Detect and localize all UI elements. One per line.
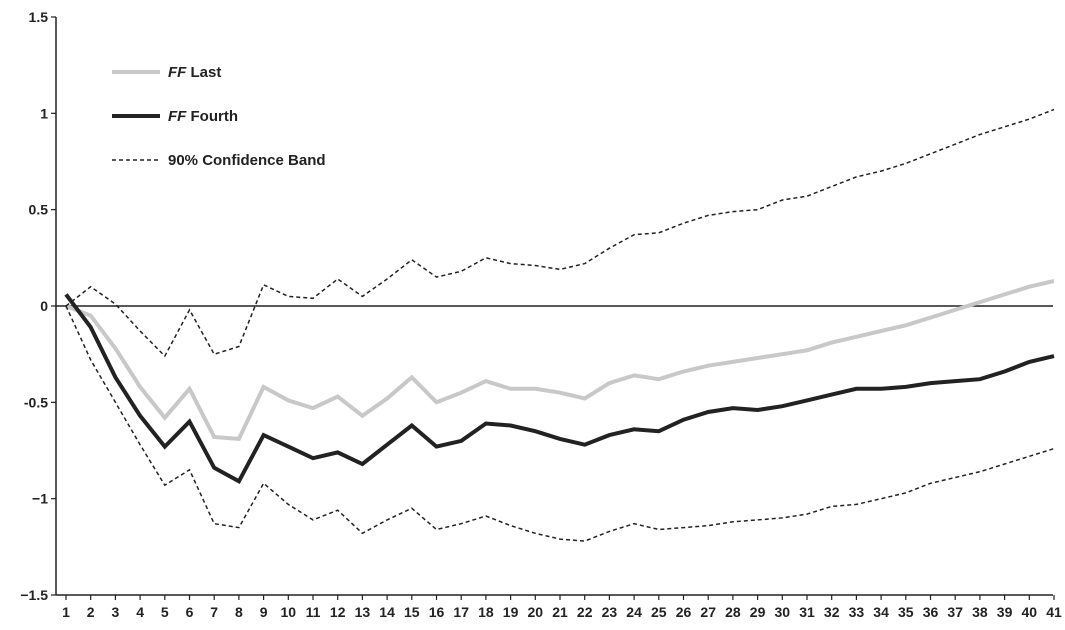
y-tick-label: 1: [40, 105, 48, 121]
y-tick-label: 0: [40, 298, 48, 314]
x-tick-label: 13: [355, 604, 371, 620]
series-line-2: [65, 108, 1055, 358]
x-tick-label: 10: [281, 604, 297, 620]
x-tick-label: 28: [725, 604, 741, 620]
legend-label-suffix: Fourth: [186, 108, 238, 125]
x-tick-label: 33: [849, 604, 865, 620]
x-tick-label: 32: [824, 604, 840, 620]
x-tick-label: 36: [923, 604, 939, 620]
legend-label-0: FF Last: [168, 64, 221, 81]
x-tick-label: 15: [404, 604, 420, 620]
x-tick-label: 3: [112, 604, 120, 620]
y-tick-label: 0.5: [29, 202, 49, 218]
x-tick-label: 39: [997, 604, 1013, 620]
x-tick-label: 26: [676, 604, 692, 620]
x-tick-label: 23: [602, 604, 618, 620]
x-tick-label: 29: [750, 604, 766, 620]
x-tick-label: 12: [330, 604, 346, 620]
x-tick-label: 38: [972, 604, 988, 620]
x-tick-label: 35: [898, 604, 914, 620]
x-tick-label: 8: [235, 604, 243, 620]
y-tick-label: −1.5: [20, 587, 48, 603]
x-tick-label: 41: [1046, 604, 1062, 620]
x-tick-label: 37: [947, 604, 963, 620]
x-tick-label: 24: [626, 604, 642, 620]
y-tick-label: 1.5: [29, 9, 49, 25]
x-tick-label: 21: [552, 604, 568, 620]
x-tick-label: 1: [62, 604, 70, 620]
x-tick-label: 22: [577, 604, 593, 620]
x-tick-label: 31: [799, 604, 815, 620]
legend-label-1: FF Fourth: [168, 108, 238, 125]
x-tick-label: 27: [700, 604, 716, 620]
x-tick-label: 6: [186, 604, 194, 620]
x-tick-label: 19: [503, 604, 519, 620]
x-tick-label: 14: [379, 604, 395, 620]
series-line-3: [65, 305, 1055, 542]
y-tick-label: -0.5: [24, 394, 48, 410]
x-tick-label: 18: [478, 604, 494, 620]
series-group: [64, 108, 1055, 542]
series-line-0: [65, 279, 1055, 441]
y-tick-label: −1: [32, 491, 48, 507]
x-tick-label: 2: [87, 604, 95, 620]
x-tick-label: 20: [528, 604, 544, 620]
x-tick-label: 7: [210, 604, 218, 620]
legend-label-prefix: FF: [168, 64, 187, 81]
x-tick-label: 5: [161, 604, 169, 620]
legend-label-prefix: FF: [168, 108, 187, 125]
x-tick-label: 17: [453, 604, 469, 620]
x-tick-label: 25: [651, 604, 667, 620]
x-tick-label: 11: [306, 604, 321, 620]
axes-group: 1.510.50-0.5−1−1.51 2 3 4 5 6 7 8 9 10 11 12 13 14 15 1…: [20, 9, 1062, 620]
legend-label-suffix: Last: [186, 64, 221, 81]
x-tick-label: 16: [429, 604, 445, 620]
x-tick-label: 40: [1022, 604, 1038, 620]
legend-label-2: 90% Confidence Band: [168, 152, 326, 169]
x-tick-label: 30: [775, 604, 791, 620]
x-tick-label: 9: [260, 604, 268, 620]
x-tick-label: 4: [136, 604, 144, 620]
series-line-1: [64, 293, 1055, 485]
x-tick-label: 34: [873, 604, 889, 620]
